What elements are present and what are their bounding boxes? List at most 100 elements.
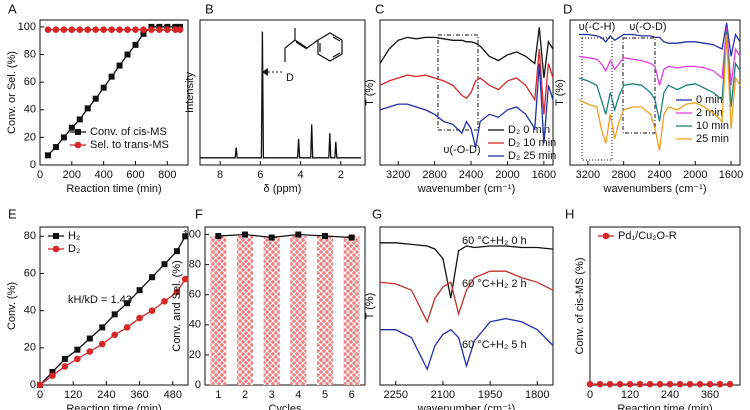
- legend-marker: [53, 233, 59, 239]
- plot-frame: [204, 226, 366, 386]
- series-label: 60 °C+H₂ 2 h: [462, 278, 527, 290]
- series-label: 60 °C+H₂ 0 h: [462, 235, 527, 247]
- x-tick-label: 360: [130, 389, 148, 401]
- data-point: [68, 124, 75, 131]
- x-tick-label: 120: [621, 389, 639, 401]
- x-tick-label: 1800: [525, 389, 549, 401]
- data-point: [108, 73, 115, 80]
- data-point: [124, 51, 131, 58]
- bar-hatch: [290, 236, 307, 385]
- series-line: [380, 242, 554, 299]
- data-point: [74, 355, 81, 363]
- data-point: [242, 231, 248, 238]
- legend-marker: [74, 141, 82, 149]
- x-tick-label: 2000: [495, 169, 519, 181]
- data-point: [92, 95, 99, 102]
- y-axis-label: T (%): [364, 293, 376, 320]
- x-axis-label: Reaction time (min): [66, 403, 161, 410]
- x-tick-label: 8: [217, 169, 223, 181]
- bar-hatch: [237, 236, 253, 385]
- data-point: [596, 380, 604, 388]
- legend-label: 25 min: [696, 133, 729, 145]
- annotation: D: [286, 72, 294, 84]
- series-label: 60 °C+H₂ 5 h: [462, 339, 527, 351]
- x-tick-label: 2800: [611, 169, 635, 181]
- series-line: [380, 317, 554, 371]
- x-tick-label: 3200: [386, 169, 410, 181]
- panel-letter: D: [563, 1, 572, 16]
- data-point: [322, 233, 328, 240]
- series-line: [379, 270, 554, 324]
- data-point: [100, 84, 107, 91]
- data-point: [52, 144, 59, 151]
- legend-label: Sel. to trans-MS: [90, 139, 169, 151]
- data-point: [176, 26, 184, 33]
- data-point: [666, 380, 674, 388]
- x-tick-label: 360: [701, 389, 719, 401]
- series-line: [578, 27, 741, 86]
- series-line: [578, 34, 741, 151]
- data-point: [61, 363, 69, 370]
- x-tick-label: 3200: [576, 169, 600, 181]
- data-point: [52, 26, 60, 33]
- data-point: [116, 62, 123, 69]
- y-tick-label: 40: [189, 319, 201, 331]
- data-point: [348, 234, 355, 241]
- y-tick-label: 0: [195, 379, 201, 391]
- legend-label: Conv. of cis-MS: [90, 126, 167, 138]
- data-point: [136, 314, 143, 322]
- data-point: [686, 380, 694, 388]
- x-tick-label: 2000: [683, 169, 707, 181]
- y-tick-label: 80: [24, 48, 36, 60]
- data-point: [173, 288, 181, 296]
- plot-frame: [379, 226, 554, 386]
- x-axis-label: δ (ppm): [264, 183, 302, 195]
- x-axis-label: wavenumber (cm⁻¹): [417, 183, 516, 195]
- legend-marker: [602, 232, 610, 240]
- panel-letter: F: [195, 206, 203, 221]
- data-point: [586, 380, 594, 388]
- region-box: [581, 37, 613, 161]
- data-point: [86, 348, 94, 355]
- data-point: [136, 287, 143, 294]
- panel-letter: H: [565, 206, 574, 221]
- legend-marker: [52, 245, 60, 253]
- x-tick-label: 400: [94, 169, 112, 181]
- data-point: [98, 340, 106, 348]
- data-point: [626, 380, 634, 388]
- data-point: [215, 233, 222, 240]
- data-point: [656, 380, 664, 388]
- molecule: [284, 28, 343, 62]
- x-tick-label: 6: [257, 169, 263, 181]
- plot-frame: [39, 19, 189, 166]
- x-tick-label: 0: [37, 169, 43, 181]
- data-point: [726, 380, 734, 388]
- data-point: [60, 26, 68, 33]
- legend-label: D₂ 0 min: [508, 124, 550, 136]
- bar-hatch: [263, 236, 280, 385]
- panel-letter: G: [372, 206, 382, 221]
- series-line: [578, 22, 741, 57]
- plot-frame: [569, 19, 741, 166]
- data-point: [696, 380, 704, 388]
- y-tick-label: 0: [30, 159, 36, 171]
- legend-label: 10 min: [696, 120, 729, 132]
- data-point: [156, 26, 163, 33]
- x-tick-label: 1: [215, 389, 221, 401]
- data-point: [61, 355, 68, 362]
- plot-frame: [589, 226, 741, 386]
- data-point: [36, 381, 44, 389]
- legend-label: 0 min: [696, 94, 723, 106]
- x-tick-label: 2: [338, 169, 344, 181]
- data-point: [646, 380, 654, 388]
- y-tick-label: 60: [24, 267, 36, 279]
- data-point: [161, 261, 168, 268]
- y-tick-label: 60: [189, 289, 201, 301]
- data-point: [99, 324, 106, 331]
- x-tick-label: 120: [64, 389, 82, 401]
- bar-hatch: [343, 236, 360, 385]
- y-tick-label: 40: [24, 104, 36, 116]
- y-axis-label: Conv. (%): [6, 282, 18, 330]
- data-point: [100, 26, 107, 33]
